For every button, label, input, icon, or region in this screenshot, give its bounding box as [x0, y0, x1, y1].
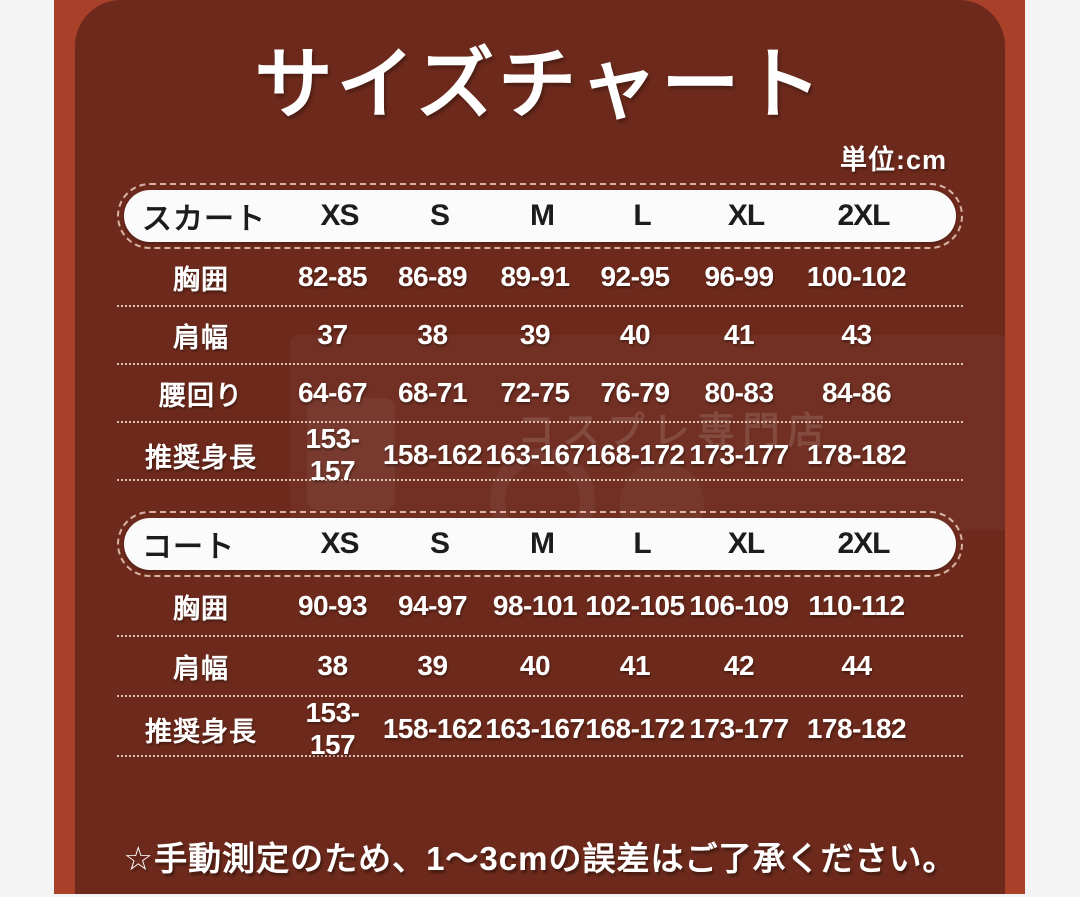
size-value-cell: 42 — [723, 650, 755, 681]
size-header-cell: XS — [320, 527, 359, 560]
size-value-cell: 82-85 — [297, 261, 368, 292]
size-value-cell: 84-86 — [821, 377, 892, 408]
size-value-cell: 173-177 — [689, 713, 789, 744]
size-value-cell: 96-99 — [704, 261, 774, 292]
size-value-cell: 153-157 — [305, 697, 360, 760]
size-value-cell: 153-157 — [305, 423, 360, 486]
size-value-cell: 80-83 — [704, 377, 774, 408]
table-row: 胸囲 90-93 94-97 98-101 102-105 106-109 11… — [117, 577, 963, 637]
size-value-cell: 106-109 — [689, 590, 789, 621]
note-text: ☆手動測定のため、1～3cmの誤差はご了承ください。 — [123, 840, 957, 877]
size-value-cell: 76-79 — [600, 377, 670, 408]
table-header-outline: スカート XS S M L XL 2XL — [117, 183, 963, 249]
size-value-cell: 178-182 — [806, 439, 907, 470]
size-header-cell: L — [633, 527, 651, 560]
size-value-cell: 40 — [519, 650, 551, 681]
size-header-cell: XS — [320, 199, 359, 232]
size-value-cell: 158-162 — [382, 713, 483, 744]
size-value-cell: 44 — [841, 650, 872, 681]
size-value-cell: 168-172 — [585, 713, 685, 744]
size-value-cell: 72-75 — [500, 377, 570, 408]
watermark-text: コスプレ専門店 — [517, 410, 833, 451]
watermark-emblem — [307, 398, 395, 510]
row-label: 胸囲 — [173, 593, 229, 624]
coat-size-table: コート XS S M L XL 2XL 胸囲 90-93 94-97 98-10… — [117, 511, 963, 760]
size-header-cell: XL — [727, 199, 765, 232]
row-label: 胸囲 — [173, 264, 229, 295]
size-value-cell: 68-71 — [397, 377, 468, 408]
size-value-cell: 38 — [417, 319, 448, 350]
size-value-cell: 110-112 — [808, 590, 905, 621]
size-value-cell: 168-172 — [585, 439, 685, 470]
size-value-cell: 90-93 — [297, 590, 368, 621]
table-row: 推奨身長 153-157 158-162 163-167 168-172 173… — [117, 423, 963, 486]
size-header-cell: 2XL — [837, 527, 890, 560]
skirt-size-table: スカート XS S M L XL 2XL 胸囲 82-85 86-89 89-9… — [117, 183, 963, 486]
size-value-cell: 94-97 — [397, 590, 468, 621]
table-name-label: スカート — [142, 203, 266, 236]
size-value-cell: 98-101 — [492, 590, 578, 621]
size-header-cell: M — [530, 527, 555, 560]
size-value-cell: 100-102 — [806, 261, 907, 292]
size-value-cell: 41 — [723, 319, 755, 350]
table-name-label: コート — [142, 531, 235, 564]
size-value-cell: 86-89 — [397, 261, 468, 292]
size-header-cell: S — [429, 527, 450, 560]
size-value-cell: 89-91 — [500, 261, 570, 292]
table-header-pill: コート XS S M L XL 2XL — [124, 518, 956, 570]
size-value-cell: 38 — [317, 650, 348, 681]
size-header-cell: 2XL — [837, 199, 890, 232]
size-value-cell: 158-162 — [382, 439, 483, 470]
row-label: 腰回り — [159, 380, 243, 411]
table-header-outline: コート XS S M L XL 2XL — [117, 511, 963, 577]
size-header-cell: XL — [727, 527, 765, 560]
size-header-cell: S — [429, 199, 450, 232]
size-value-cell: 163-167 — [485, 713, 585, 744]
size-value-cell: 173-177 — [689, 439, 789, 470]
table-row: 腰回り 64-67 68-71 72-75 76-79 80-83 84-86 — [117, 365, 963, 423]
unit-label: 単位:cm — [839, 145, 947, 175]
table-row: 肩幅 38 39 40 41 42 44 — [117, 637, 963, 697]
size-value-cell: 41 — [619, 650, 651, 681]
row-label: 肩幅 — [173, 653, 229, 684]
row-label: 推奨身長 — [145, 716, 257, 747]
size-value-cell: 40 — [619, 319, 651, 350]
content-panel: サイズチャート 単位:cm コスプレ専門店 — [75, 0, 1005, 894]
table-row: 胸囲 82-85 86-89 89-91 92-95 96-99 100-102 — [117, 249, 963, 307]
size-value-cell: 163-167 — [485, 439, 585, 470]
size-value-cell: 37 — [317, 319, 348, 350]
table-row: 肩幅 37 38 39 40 41 43 — [117, 307, 963, 365]
size-value-cell: 102-105 — [585, 590, 685, 621]
size-value-cell: 178-182 — [806, 713, 907, 744]
size-value-cell: 43 — [841, 319, 872, 350]
size-value-cell: 64-67 — [297, 377, 368, 408]
size-header-cell: M — [530, 199, 555, 232]
size-header-cell: L — [633, 199, 651, 232]
size-value-cell: 92-95 — [600, 261, 670, 292]
page-title: サイズチャート — [254, 41, 826, 128]
table-row: 推奨身長 153-157 158-162 163-167 168-172 173… — [117, 697, 963, 760]
row-label: 推奨身長 — [145, 442, 257, 473]
size-value-cell: 39 — [417, 650, 448, 681]
row-label: 肩幅 — [173, 322, 229, 353]
size-value-cell: 39 — [519, 319, 551, 350]
table-header-pill: スカート XS S M L XL 2XL — [124, 190, 956, 242]
